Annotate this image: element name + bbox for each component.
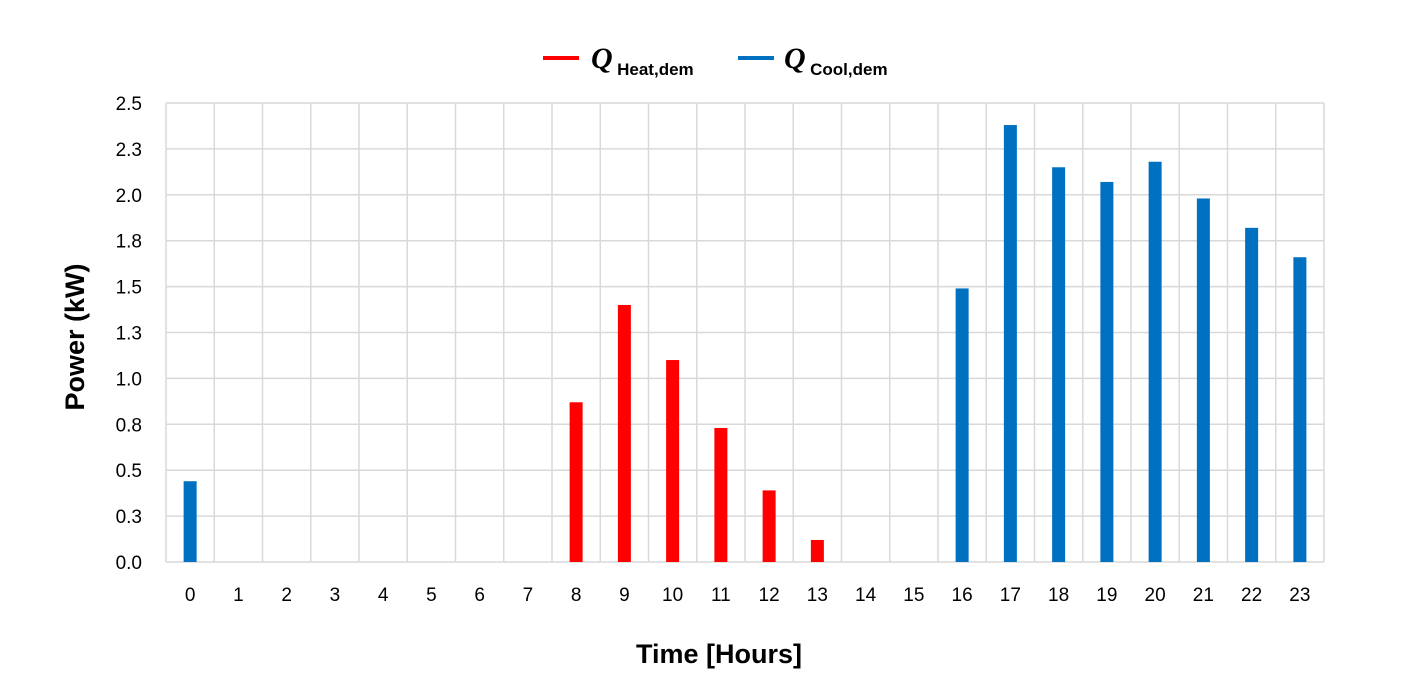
x-tick-label: 15: [903, 585, 924, 606]
bar-cool-23: [1293, 257, 1307, 562]
x-tick-label: 0: [185, 585, 196, 606]
x-tick-label: 8: [571, 585, 582, 606]
legend-entry-heat: Q Heat,dem: [591, 42, 694, 79]
y-tick-label: 1.3: [116, 324, 142, 345]
x-tick-label: 7: [523, 585, 534, 606]
bar-cool-22: [1245, 227, 1259, 562]
y-tick-label: 2.5: [116, 94, 142, 115]
legend-cool-subscript: Cool,dem: [810, 60, 887, 79]
x-tick-label: 16: [952, 585, 973, 606]
x-tick-label: 14: [855, 585, 877, 606]
legend-cool-symbol: Q: [784, 42, 806, 75]
legend-heat-symbol: Q: [591, 42, 613, 75]
bar-cool-19: [1100, 181, 1114, 562]
bar-cool-18: [1052, 167, 1066, 562]
x-tick-label: 6: [474, 585, 485, 606]
y-tick-label: 2.3: [116, 140, 142, 161]
y-axis-title: Power (kW): [60, 263, 90, 410]
bars: [183, 125, 1307, 563]
y-tick-label: 0.3: [116, 507, 142, 528]
legend-entry-cool: Q Cool,dem: [784, 42, 888, 79]
bar-heat-13: [810, 539, 824, 562]
bar-heat-9: [617, 304, 631, 562]
bar-heat-8: [569, 402, 583, 562]
y-tick-label: 1.0: [116, 369, 142, 390]
bar-cool-0: [183, 481, 197, 562]
x-tick-label: 2: [281, 585, 292, 606]
legend: Q Heat,dem Q Cool,dem: [543, 42, 888, 79]
legend-heat-subscript: Heat,dem: [617, 60, 694, 79]
x-tick-label: 19: [1096, 585, 1117, 606]
x-tick-label: 3: [330, 585, 341, 606]
x-tick-label: 12: [759, 585, 780, 606]
x-tick-label: 22: [1241, 585, 1262, 606]
bar-cool-16: [955, 288, 969, 562]
x-tick-label: 20: [1145, 585, 1166, 606]
x-tick-label: 21: [1193, 585, 1214, 606]
bar-heat-10: [666, 360, 680, 562]
x-tick-label: 13: [807, 585, 828, 606]
grid: [165, 102, 1325, 563]
y-tick-label: 0.5: [116, 461, 142, 482]
y-tick-label: 0.0: [116, 553, 142, 574]
y-tick-label: 1.5: [116, 278, 142, 299]
x-tick-label: 11: [711, 585, 731, 606]
x-tick-label: 9: [619, 585, 630, 606]
bar-heat-11: [714, 427, 728, 562]
x-axis-title: Time [Hours]: [636, 639, 802, 669]
bar-heat-12: [762, 490, 776, 562]
y-tick-label: 1.8: [116, 232, 142, 253]
bar-cool-21: [1196, 198, 1210, 563]
y-tick-label: 0.8: [116, 415, 142, 436]
x-tick-label: 5: [426, 585, 437, 606]
x-tick-label: 18: [1048, 585, 1069, 606]
y-axis-ticks: 0.0 0.3 0.5 0.8 1.0 1.3 1.5 1.8 2.0 2.3 2.5: [116, 94, 142, 574]
x-axis-ticks: 0 1 2 3 4 5 6 7 8 9 10 11 12 13 14 15 16 17 18 19 20 21 22 23: [185, 585, 1311, 606]
x-tick-label: 23: [1289, 585, 1310, 606]
y-tick-label: 2.0: [116, 186, 142, 207]
x-tick-label: 4: [378, 585, 389, 606]
bar-cool-20: [1148, 161, 1162, 562]
x-tick-label: 17: [1000, 585, 1021, 606]
x-tick-label: 10: [662, 585, 683, 606]
x-tick-label: 1: [233, 585, 244, 606]
bar-cool-17: [1003, 125, 1017, 563]
